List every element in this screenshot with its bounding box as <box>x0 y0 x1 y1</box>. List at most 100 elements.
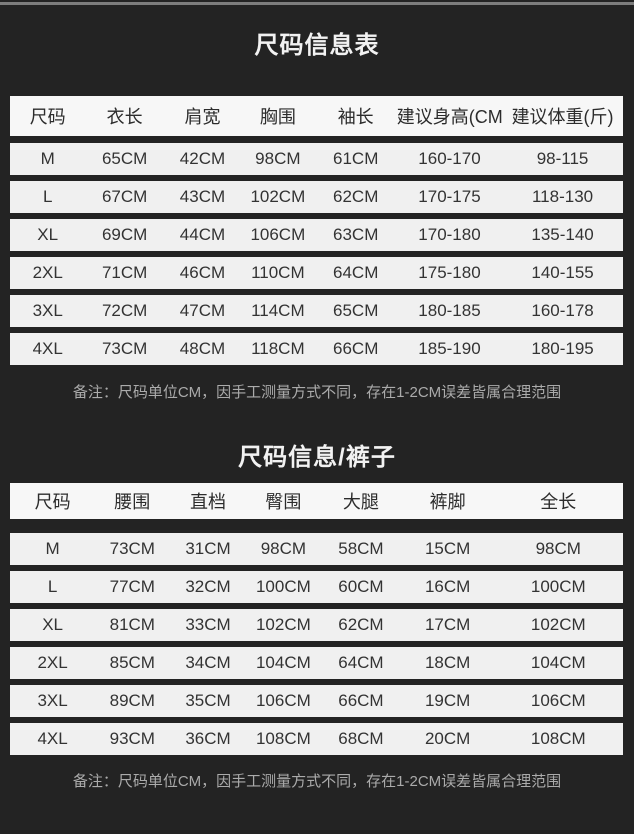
table-row: 2XL 85CM 34CM 104CM 64CM 18CM 104CM <box>10 647 623 679</box>
table-cell: 3XL <box>32 301 63 320</box>
table-cell: 64CM <box>338 653 384 672</box>
column-header: 建议身高(CM) <box>396 107 503 127</box>
shirt-table-note: 备注：尺码单位CM，因手工测量方式不同，存在1-2CM误差皆属合理范围 <box>72 384 562 401</box>
table-cell: 68CM <box>338 729 384 748</box>
table-cell: 48CM <box>179 339 226 358</box>
column-header: 直档 <box>189 492 226 512</box>
table-cell: 4XL <box>32 339 63 358</box>
table-cell: 63CM <box>333 225 379 244</box>
table-cell: 33CM <box>185 615 231 634</box>
column-header: 衣长 <box>106 107 143 127</box>
table-cell: 34CM <box>185 653 231 672</box>
table-cell: 160-178 <box>531 301 594 320</box>
table-cell: 175-180 <box>418 263 481 282</box>
table-cell: 60CM <box>338 577 384 596</box>
table-cell: 62CM <box>338 615 384 634</box>
table-cell: 44CM <box>179 225 226 244</box>
table-row: 4XL 73CM 48CM 118CM 66CM 185-190 180-195 <box>10 333 623 365</box>
table-cell: XL <box>37 225 59 244</box>
table-cell: 89CM <box>109 691 155 710</box>
table-cell: 69CM <box>101 225 148 244</box>
table-cell: 32CM <box>185 577 231 596</box>
table-cell: 35CM <box>185 691 231 710</box>
column-header: 臀围 <box>265 492 302 512</box>
table-cell: 42CM <box>179 149 226 168</box>
table-cell: M <box>45 539 60 558</box>
table-cell: 108CM <box>530 729 586 748</box>
pants-table-header-row: 尺码 腰围 直档 臀围 大腿 裤脚 全长 <box>10 483 623 519</box>
column-header: 全长 <box>540 492 577 512</box>
table-cell: 4XL <box>37 729 68 748</box>
table-cell: 114CM <box>251 301 305 320</box>
shirt-table-title: 尺码信息表 <box>254 32 380 59</box>
table-cell: M <box>40 149 55 168</box>
table-cell: 93CM <box>109 729 155 748</box>
table-row: 3XL 89CM 35CM 106CM 66CM 19CM 106CM <box>10 685 623 717</box>
shirt-size-table: 尺码 衣长 肩宽 胸围 袖长 建议身高(CM) 建议体重(斤) M 65CM 4… <box>0 96 634 365</box>
table-cell: 66CM <box>333 339 379 358</box>
table-row: 3XL 72CM 47CM 114CM 65CM 180-185 160-178 <box>10 295 623 327</box>
shirt-table-header-row: 尺码 衣长 肩宽 胸围 袖长 建议身高(CM) 建议体重(斤) <box>10 96 623 136</box>
table-cell: 104CM <box>255 653 311 672</box>
column-header: 建议体重(斤) <box>511 107 614 127</box>
table-cell: 58CM <box>338 539 384 558</box>
table-cell: L <box>47 577 58 596</box>
table-cell: 19CM <box>424 691 471 710</box>
column-header: 尺码 <box>29 107 66 127</box>
table-cell: 16CM <box>424 577 471 596</box>
table-cell: 102CM <box>255 615 311 634</box>
table-cell: 67CM <box>101 187 148 206</box>
column-header: 大腿 <box>342 492 379 512</box>
table-cell: 98-115 <box>536 149 589 168</box>
table-cell: 66CM <box>338 691 384 710</box>
table-cell: 135-140 <box>531 225 594 244</box>
table-cell: 140-155 <box>531 263 594 282</box>
table-cell: 160-170 <box>418 149 481 168</box>
table-cell: 20CM <box>424 729 471 748</box>
table-cell: 81CM <box>109 615 155 634</box>
table-row: L 67CM 43CM 102CM 62CM 170-175 118-130 <box>10 181 623 213</box>
table-cell: 85CM <box>109 653 155 672</box>
table-cell: 110CM <box>251 263 305 282</box>
table-cell: 102CM <box>250 187 306 206</box>
table-cell: 108CM <box>255 729 311 748</box>
table-cell: 118CM <box>251 339 305 358</box>
column-header: 肩宽 <box>184 107 221 127</box>
table-cell: 98CM <box>255 149 301 168</box>
table-cell: 98CM <box>260 539 307 558</box>
table-cell: 106CM <box>255 691 311 710</box>
column-header: 尺码 <box>34 492 71 512</box>
column-header: 胸围 <box>259 107 296 127</box>
table-cell: 61CM <box>333 149 379 168</box>
table-row: XL 81CM 33CM 102CM 62CM 17CM 102CM <box>10 609 623 641</box>
table-row: M 73CM 31CM 98CM 58CM 15CM 98CM <box>10 533 623 565</box>
table-cell: 72CM <box>101 301 148 320</box>
table-cell: 36CM <box>185 729 231 748</box>
table-cell: 73CM <box>101 339 148 358</box>
table-cell: 17CM <box>424 615 471 634</box>
table-cell: 3XL <box>37 691 68 710</box>
table-cell: 170-175 <box>418 187 481 206</box>
table-cell: 43CM <box>179 187 226 206</box>
top-divider <box>0 2 634 5</box>
table-cell: L <box>42 187 53 206</box>
table-cell: 100CM <box>530 577 586 596</box>
table-cell: XL <box>42 615 63 634</box>
table-cell: 31CM <box>185 539 231 558</box>
table-row: 4XL 93CM 36CM 108CM 68CM 20CM 108CM <box>10 723 623 755</box>
pants-table-note: 备注：尺码单位CM，因手工测量方式不同，存在1-2CM误差皆属合理范围 <box>72 773 562 790</box>
table-cell: 18CM <box>424 653 471 672</box>
table-row: 2XL 71CM 46CM 110CM 64CM 175-180 140-155 <box>10 257 623 289</box>
table-cell: 2XL <box>37 653 68 672</box>
table-cell: 64CM <box>333 263 379 282</box>
table-cell: 170-180 <box>418 225 481 244</box>
table-cell: 180-185 <box>418 301 481 320</box>
table-cell: 15CM <box>424 539 471 558</box>
table-cell: 47CM <box>179 301 226 320</box>
table-cell: 65CM <box>101 149 148 168</box>
table-cell: 71CM <box>101 263 148 282</box>
table-cell: 185-190 <box>418 339 481 358</box>
pants-size-table: 尺码 腰围 直档 臀围 大腿 裤脚 全长 M 73CM 31CM 98CM 58… <box>0 483 634 755</box>
table-cell: 118-130 <box>531 187 594 206</box>
table-cell: 104CM <box>530 653 586 672</box>
